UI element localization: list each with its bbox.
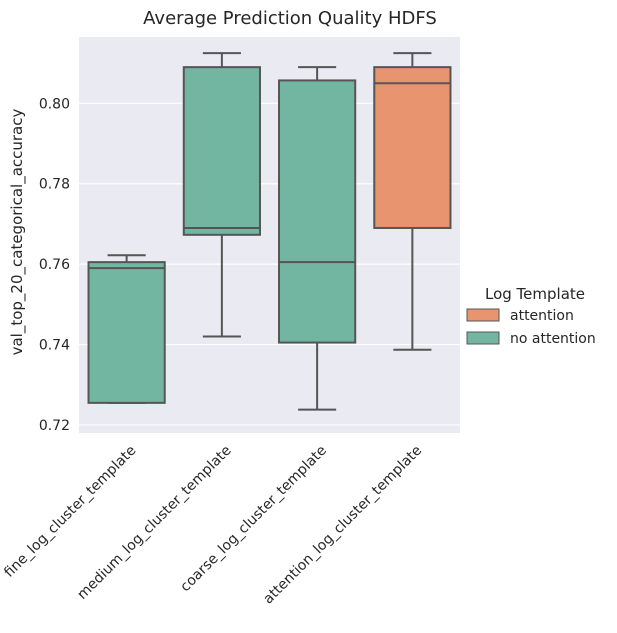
legend: Log Template attention no attention [466,285,596,347]
chart-title: Average Prediction Quality HDFS [143,8,437,29]
legend-label-attention: attention [510,308,574,324]
legend-title: Log Template [485,285,585,303]
y-tick-label: 0.72 [39,418,70,434]
y-axis-label: val_top_20_categorical_accuracy [8,109,27,356]
box-fine_log_cluster_template [87,254,166,404]
y-tick-label: 0.76 [39,257,70,273]
box-body [87,261,166,404]
y-tick-label: 0.80 [39,96,70,112]
boxes [87,52,452,411]
box-attention_log_cluster_template [373,52,452,351]
x-tick-label: medium_log_cluster_template [74,443,234,603]
x-tick-label: attention_log_cluster_template [260,443,425,608]
box-body [182,66,261,236]
y-tick-label: 0.74 [39,338,70,354]
y-axis-ticks: 0.72 0.74 0.76 0.78 0.80 [39,96,70,434]
x-axis-ticks: fine_log_cluster_templatemedium_log_clus… [1,443,425,608]
legend-swatch-no-attention [466,331,500,345]
box-body [278,79,357,344]
legend-swatch-attention [466,308,500,322]
y-tick-label: 0.78 [39,177,70,193]
box-medium_log_cluster_template [182,52,261,338]
box-body [373,66,452,229]
box-coarse_log_cluster_template [278,66,357,411]
legend-label-no-attention: no attention [510,331,596,347]
